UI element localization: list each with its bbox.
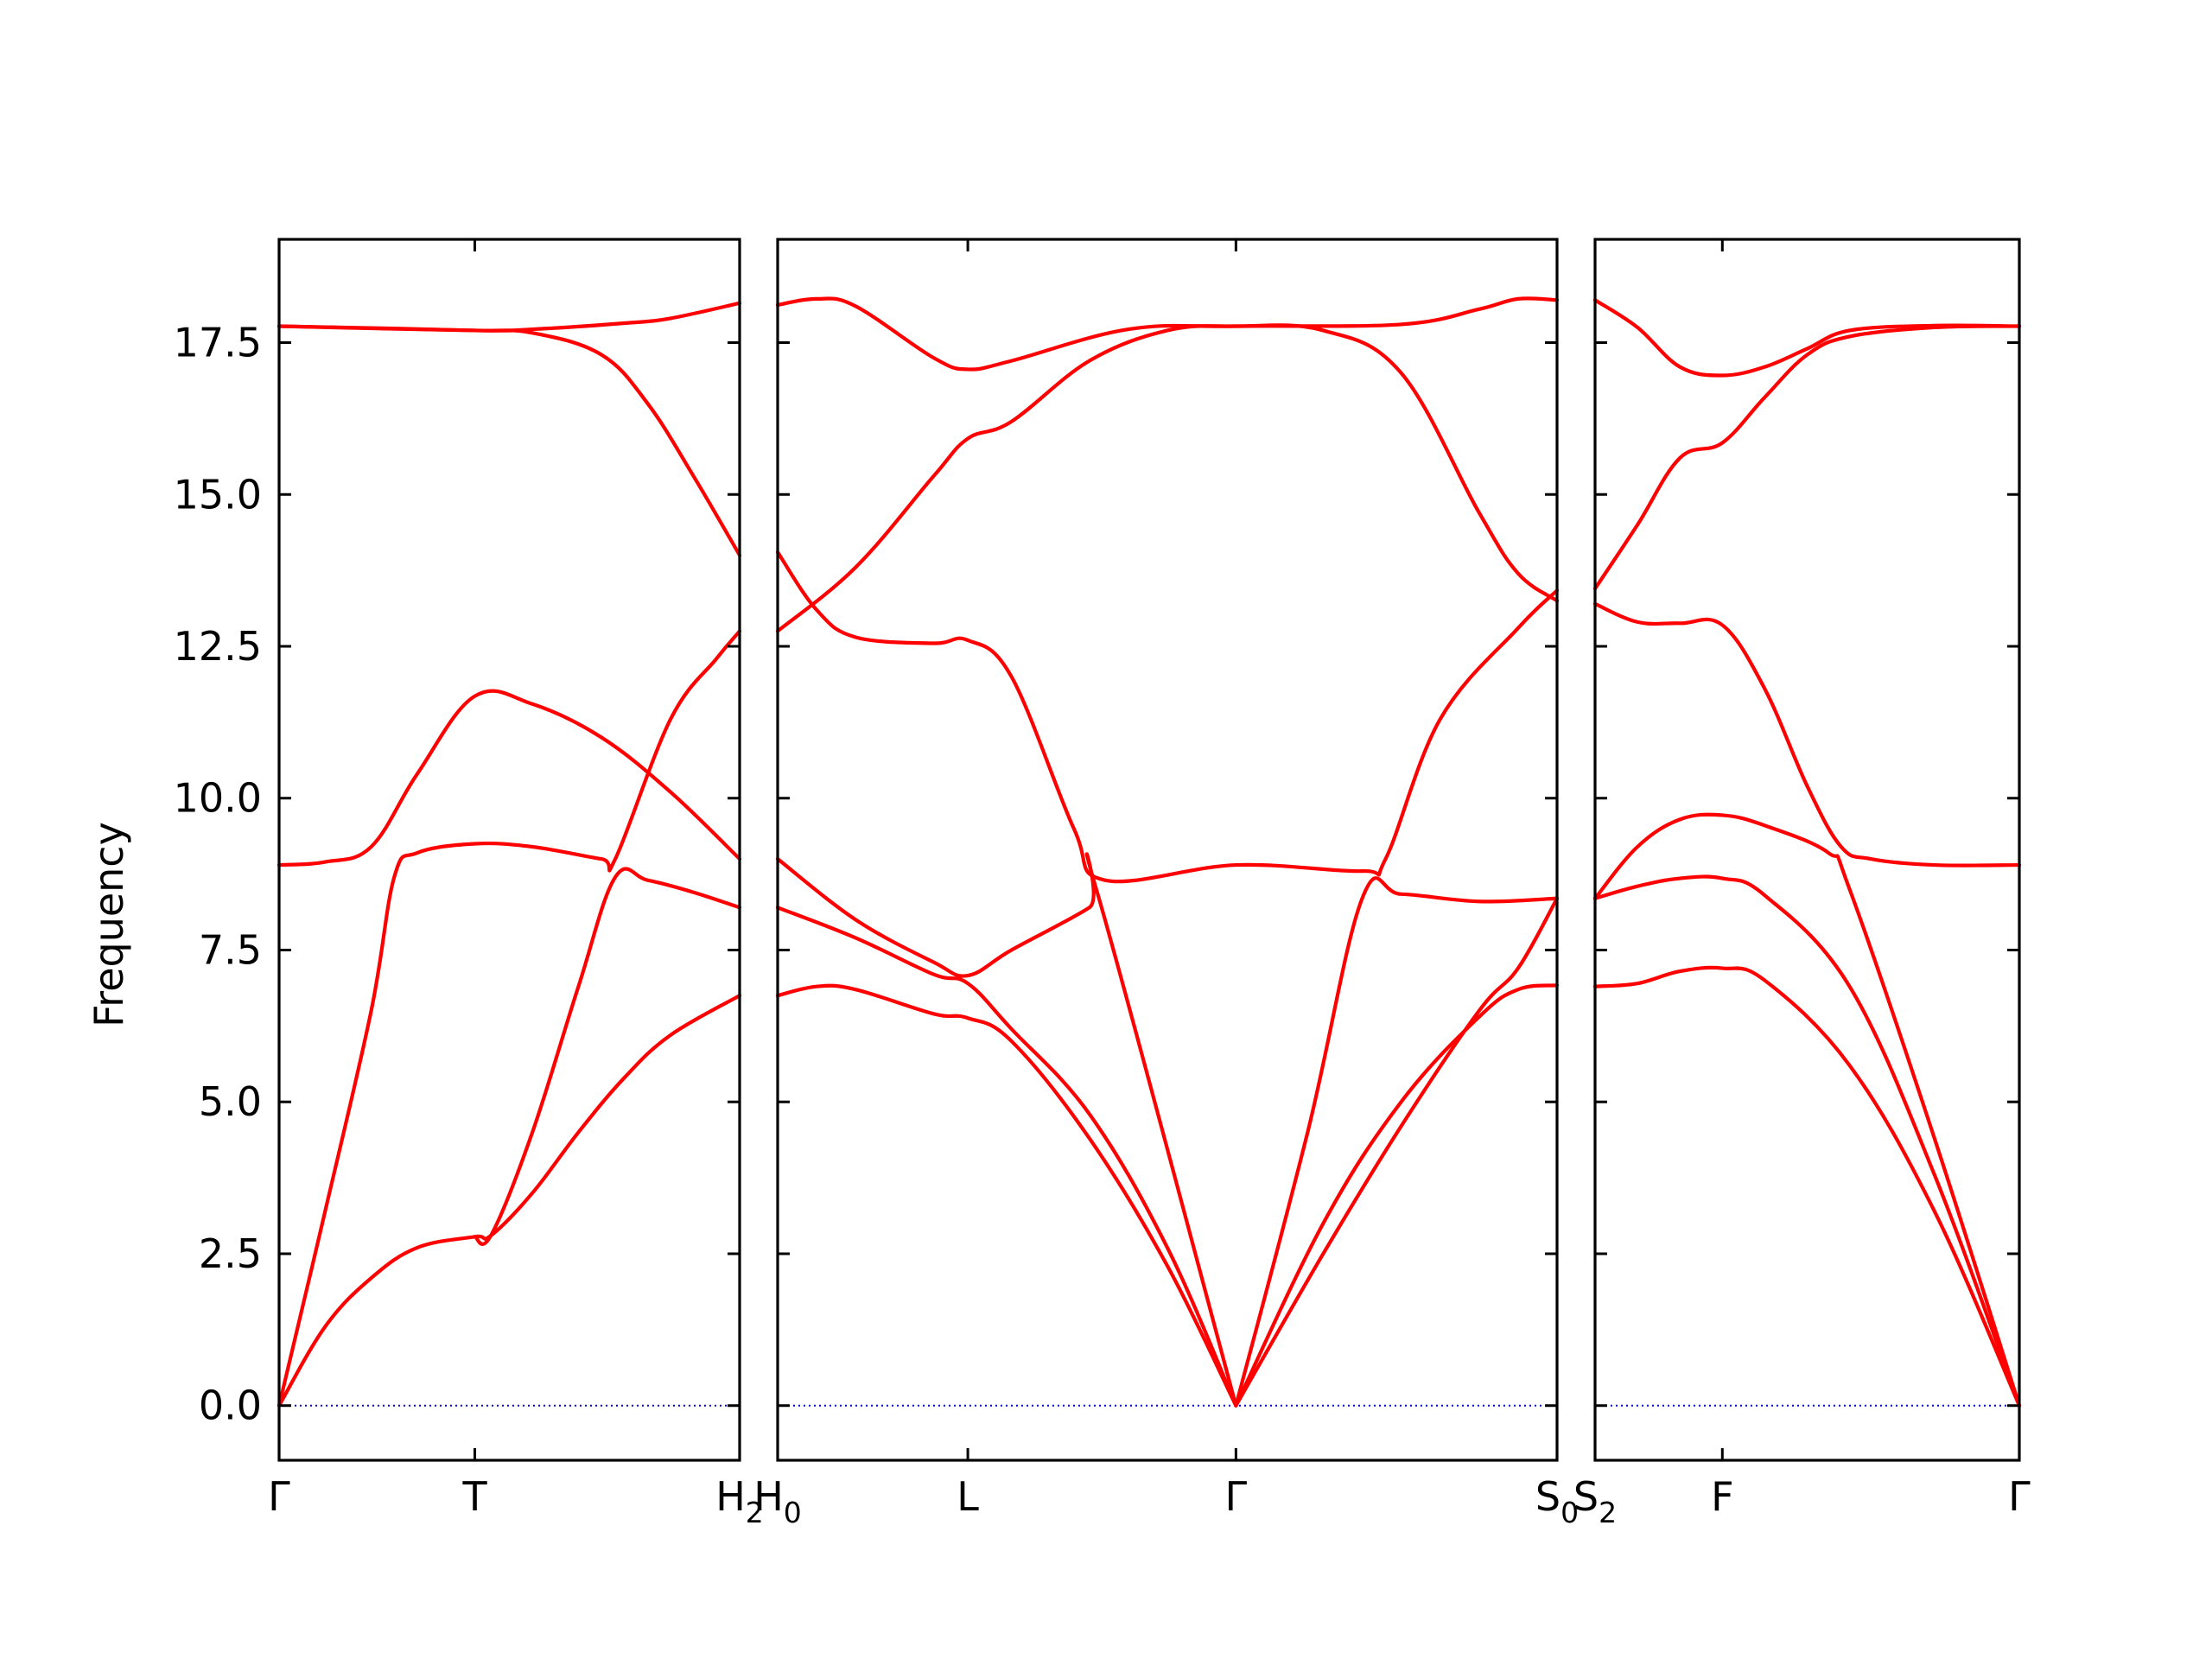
y-tick-label: 17.5 (174, 320, 262, 366)
panel-frame (277, 238, 741, 1462)
y-tick-label: 2.5 (199, 1230, 262, 1277)
x-tick-label: Γ (1225, 1473, 1248, 1520)
x-tick-label: Γ (2008, 1473, 2031, 1520)
y-tick-label: 7.5 (199, 926, 262, 973)
x-tick-label: H0 (753, 1473, 802, 1529)
y-axis-label: Frequency (86, 822, 132, 1027)
y-tick-label: 15.0 (174, 471, 262, 518)
y-tick-label: 0.0 (199, 1382, 262, 1429)
band-line-5 (276, 324, 742, 557)
band-line-6 (775, 296, 1560, 372)
y-tick-label: 12.5 (174, 623, 262, 670)
band-line-7 (1234, 876, 1560, 1408)
panel-2: H0 L Γ S0 (753, 238, 1579, 1529)
x-tick-label: H2 (715, 1473, 764, 1529)
panel-frame (776, 238, 1559, 1462)
band-line-1 (1592, 965, 2022, 1408)
x-tick-label: T (461, 1473, 487, 1520)
band-line-1 (276, 994, 742, 1408)
panel-frame (1593, 238, 2021, 1462)
band-line-1 (775, 983, 1238, 1408)
band-line-6 (1592, 298, 2022, 378)
band-line-4 (775, 550, 1560, 884)
band-line-4 (473, 867, 742, 1246)
x-tick-label: S2 (1573, 1473, 1617, 1529)
panel-3: S2 F Γ (1573, 238, 2031, 1529)
band-line-5 (1592, 324, 2022, 591)
band-line-9 (1234, 896, 1560, 1408)
band-line-2 (276, 629, 742, 1408)
x-tick-label: L (957, 1473, 979, 1520)
panel-1: 0.0 2.5 5.0 7.5 10.0 12.5 15.0 17.5 Γ T H2 (174, 238, 764, 1529)
y-tick-label: 10.0 (174, 775, 262, 822)
band-line-3 (1592, 812, 2022, 1408)
band-line-3 (775, 852, 1238, 1408)
band-line-2 (1592, 874, 2022, 1408)
x-tick-label: S0 (1535, 1473, 1579, 1529)
band-line-5 (775, 323, 1560, 633)
x-tick-label: Γ (268, 1473, 290, 1520)
band-line-2 (775, 906, 1238, 1408)
x-tick-label: F (1711, 1473, 1733, 1520)
band-line-3 (276, 689, 742, 868)
band-line-6 (276, 301, 742, 333)
y-tick-label: 5.0 (199, 1078, 262, 1125)
band-line-8 (1234, 983, 1560, 1408)
band-line-4 (1592, 601, 2022, 868)
